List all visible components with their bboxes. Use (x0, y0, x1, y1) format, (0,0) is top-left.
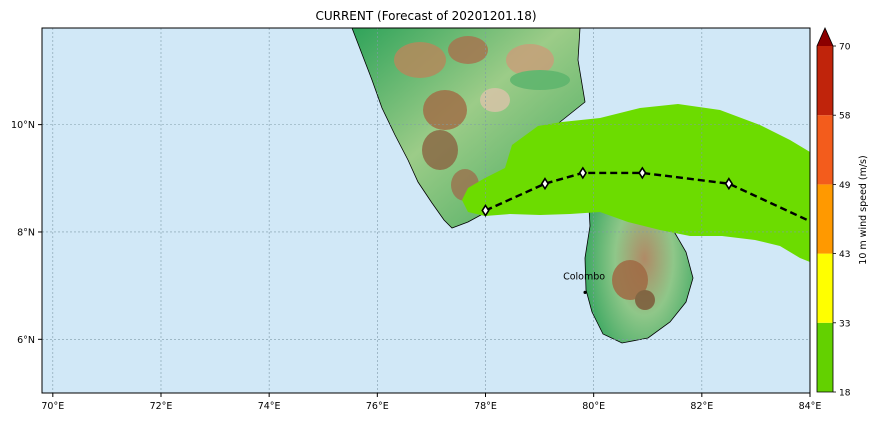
x-tick-label: 80°E (582, 401, 605, 412)
colorbar-tick-label: 18 (839, 389, 851, 399)
latitude-axis: 6°N 8°N 10°N (11, 120, 42, 346)
y-tick-label: 6°N (17, 335, 35, 346)
colorbar-segment (817, 46, 833, 116)
y-tick-label: 10°N (11, 120, 35, 131)
colorbar-tick-label: 33 (839, 319, 850, 329)
track-line (484, 171, 810, 223)
x-tick-label: 82°E (690, 401, 713, 412)
track-point-marker (638, 166, 647, 180)
colorbar-label: 10 m wind speed (m/s) (858, 155, 869, 264)
x-tick-label: 74°E (258, 401, 281, 412)
track-point-marker (481, 204, 490, 217)
city-dot (583, 290, 587, 295)
colorbar-tick-label: 49 (839, 181, 851, 191)
x-tick-label: 78°E (474, 401, 497, 412)
colorbar-extend-arrow (817, 28, 833, 46)
colorbar-segment (817, 115, 833, 185)
wind-swath (462, 104, 810, 262)
track-point-marker (724, 177, 734, 191)
map-title: CURRENT (Forecast of 20201201.18) (315, 9, 536, 23)
colorbar: 18 33 43 49 58 70 (816, 27, 851, 399)
colorbar-tick-label: 58 (839, 112, 851, 122)
colorbar-segment (817, 184, 833, 254)
track-point-marker (578, 166, 587, 180)
x-tick-label: 84°E (799, 401, 822, 412)
sri-lanka-terrain (612, 260, 655, 310)
colorbar-tick-label: 43 (839, 250, 850, 260)
storm-track (481, 166, 810, 223)
place-labels: Colombo (563, 271, 605, 295)
x-tick-label: 70°E (41, 401, 64, 412)
colorbar-segment (817, 253, 833, 323)
track-point-marker (540, 177, 550, 191)
y-tick-label: 8°N (17, 227, 35, 238)
colorbar-outline (816, 27, 834, 393)
longitude-axis: 70°E 72°E 74°E 76°E 78°E 80°E 82°E 84°E (41, 393, 821, 412)
city-label: Colombo (563, 271, 605, 282)
map-area: Colombo (42, 28, 810, 393)
graticule (42, 28, 810, 393)
colorbar-segment (817, 322, 833, 392)
colorbar-tick-label: 70 (839, 43, 851, 53)
x-tick-label: 76°E (366, 401, 389, 412)
map-border (41, 27, 811, 394)
x-tick-label: 72°E (150, 401, 173, 412)
